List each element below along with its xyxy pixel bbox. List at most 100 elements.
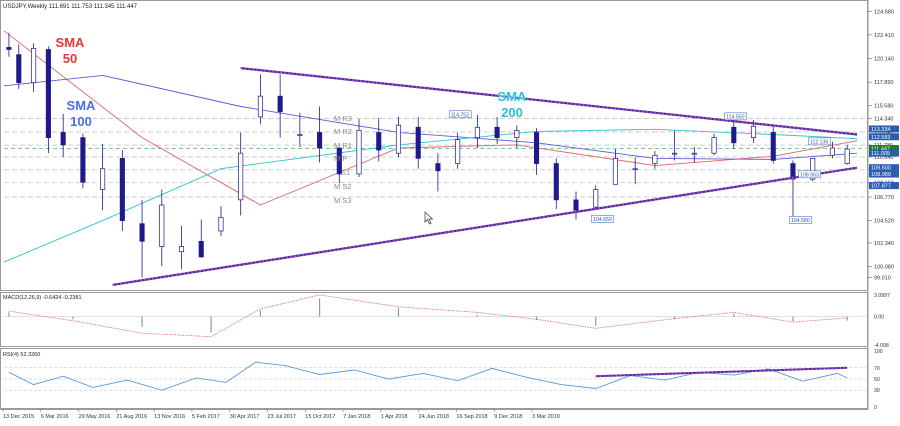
candle-body-up — [455, 139, 461, 164]
candle-body-down — [60, 132, 66, 146]
candle-body-down — [45, 49, 51, 138]
candle — [435, 153, 441, 192]
pivot-label-p: M P — [334, 154, 347, 163]
price-tick-label: 122.410 — [874, 33, 894, 39]
candle — [198, 219, 204, 258]
candle — [514, 125, 520, 148]
candle — [31, 43, 37, 92]
candle-body-down — [119, 158, 125, 221]
candle-body-down — [770, 132, 776, 161]
candle-body-up — [632, 168, 638, 171]
price-tick-label: 104.520 — [874, 218, 894, 224]
pivot-label-r3: M R3 — [334, 114, 352, 123]
sma50-label-line1: SMA — [56, 35, 86, 50]
candle-body-up — [474, 126, 480, 138]
sma200-label-line1: SMA — [498, 89, 528, 104]
rsi-tick-label: 50 — [874, 377, 880, 383]
price-tag-bg — [869, 170, 899, 178]
time-tick-label: 15 Oct 2017 — [305, 414, 335, 420]
rsi-tick-label: 0 — [874, 405, 877, 411]
time-tick-label: 24 Jun 2018 — [419, 414, 449, 420]
candle-body-up — [159, 204, 165, 247]
sma200-annotation: SMA 200 — [497, 89, 528, 121]
candle — [395, 116, 402, 158]
candle-body-down — [534, 132, 540, 164]
price-tag-bg — [869, 145, 899, 153]
price-tag-label: 113.334 — [871, 127, 890, 133]
price-tick-label: 114.340 — [874, 117, 893, 123]
trendline-upper-dots — [240, 67, 858, 136]
candle — [159, 189, 165, 267]
candle — [593, 185, 599, 209]
price-tag-bg — [869, 125, 899, 133]
candle — [415, 116, 421, 169]
candle — [632, 157, 638, 185]
candle — [6, 32, 12, 57]
candle-body-up — [297, 134, 303, 136]
candle — [238, 132, 244, 216]
candle-body-up — [395, 124, 402, 154]
value-label-box — [591, 215, 614, 223]
candle — [573, 191, 579, 220]
time-tick-label: 21 Aug 2016 — [116, 414, 147, 420]
price-tick-label: 110.640 — [874, 155, 893, 161]
candle — [277, 74, 283, 138]
candle-body-down — [573, 199, 579, 211]
candle-body-down — [16, 54, 22, 84]
chart-title: USDJPY,Weekly 111.691 111.753 111.345 11… — [3, 4, 138, 10]
pivot-label-r2: M R2 — [334, 127, 352, 136]
pivot-lines — [4, 118, 866, 198]
price-tick-label: 99.010 — [874, 276, 891, 282]
value-label: 104.659 — [593, 217, 612, 223]
candle — [494, 116, 500, 144]
time-tick-label: 6 Mar 2016 — [41, 414, 69, 420]
candle-body-up — [178, 246, 185, 253]
candle — [553, 158, 559, 210]
price-tag-bg — [869, 164, 899, 172]
rsi-title: RSI(4) 52.3260 — [3, 352, 40, 358]
macd-plot: 3.0997 0.00 -4.098 — [4, 293, 890, 349]
pivot-label-s3: M S3 — [334, 196, 352, 205]
candle — [612, 149, 618, 185]
candle-body-down — [376, 132, 382, 151]
candle-body-down — [317, 132, 323, 149]
price-tick-label: 106.770 — [874, 195, 894, 201]
candle — [672, 130, 678, 161]
price-tag-label: 112.583 — [871, 135, 890, 141]
value-label: 104.580 — [791, 218, 810, 224]
candle-body-up — [100, 168, 106, 190]
candle-body-down — [731, 126, 737, 144]
candle — [60, 113, 66, 158]
price-tag-label: 108.989 — [871, 172, 891, 178]
value-label: 108.963 — [800, 172, 819, 178]
time-tick-label: 13 Nov 2016 — [154, 414, 185, 420]
time-tick-label: 9 Dec 2018 — [494, 414, 522, 420]
candle-body-up — [612, 158, 618, 185]
time-tick-label: 29 May 2016 — [79, 414, 111, 420]
candle-body-up — [356, 130, 362, 175]
price-tag-label: 109.600 — [871, 166, 891, 172]
pivot-labels: M R3 M R2 M R1 M P S1 M S2 M S3 — [334, 114, 352, 205]
candle-body-up — [691, 152, 697, 155]
sma-line-100 — [3, 74, 858, 160]
candle-body-up — [31, 48, 37, 84]
sma200-label-line2: 200 — [501, 105, 523, 120]
pivot-label-s1: S1 — [341, 168, 350, 177]
candle-body-up — [652, 154, 658, 164]
rsi-trendline — [595, 366, 848, 378]
time-tick-label: 3 Mar 2019 — [532, 414, 560, 420]
candle — [80, 133, 86, 189]
candle — [100, 143, 106, 211]
candle — [218, 206, 224, 237]
price-tick-label: 113.045 — [874, 130, 893, 136]
price-tag-bg — [869, 182, 899, 190]
value-label-box — [789, 216, 812, 224]
candle — [257, 74, 263, 125]
time-tick-label: 5 Feb 2017 — [192, 414, 220, 420]
rsi-panel-frame — [0, 348, 868, 409]
macd-tick-label: 0.00 — [874, 315, 884, 321]
candle-body-down — [494, 126, 500, 138]
